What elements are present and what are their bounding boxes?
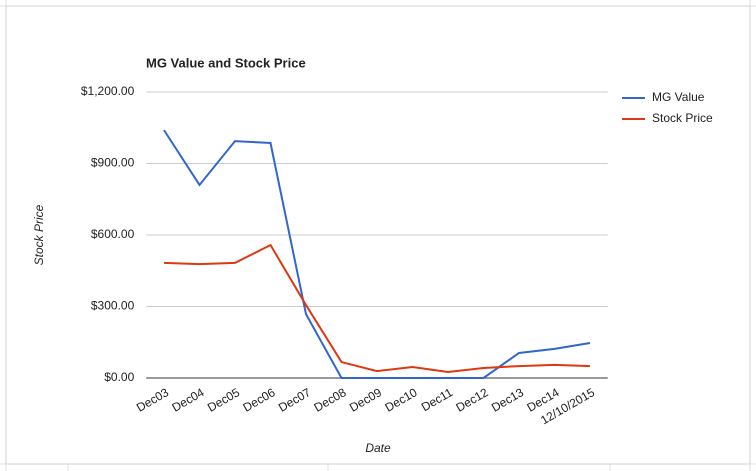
x-axis-title: Date xyxy=(365,441,391,455)
legend-label: MG Value xyxy=(652,90,705,104)
y-tick-label: $900.00 xyxy=(91,156,135,170)
chart-title: MG Value and Stock Price xyxy=(146,55,306,70)
line-series xyxy=(163,129,591,379)
y-tick-label: $0.00 xyxy=(104,370,134,384)
y-axis-title: Stock Price xyxy=(32,204,46,265)
legend-label: Stock Price xyxy=(652,111,713,125)
y-tick-label: $600.00 xyxy=(91,227,135,241)
y-tick-label: $300.00 xyxy=(91,299,135,313)
y-tick-label: $1,200.00 xyxy=(81,84,135,98)
line-series xyxy=(163,243,591,374)
